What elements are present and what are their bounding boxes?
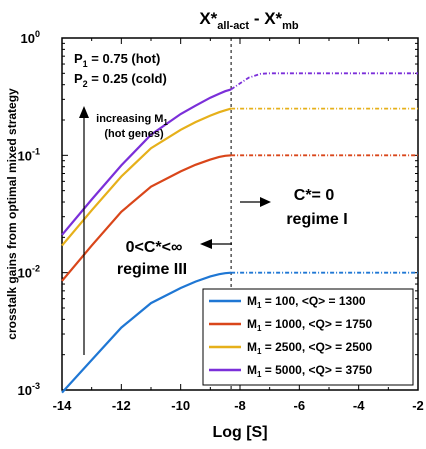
series-line-2 xyxy=(61,154,232,282)
annotation-p1: P1 = 0.75 (hot) xyxy=(74,51,160,69)
regime1-arrow-head xyxy=(260,197,271,207)
y-tick-label: 100 xyxy=(21,29,40,46)
arrow-label-line1: increasing M1 xyxy=(96,113,168,127)
x-tick-label: -2 xyxy=(412,398,424,413)
regime3-label-line1: 0<C*<∞ xyxy=(126,239,183,256)
regime1-label-line1: C*= 0 xyxy=(294,187,335,204)
x-tick-label: -10 xyxy=(171,398,190,413)
regime3-arrow-head xyxy=(200,239,212,249)
arrow-label-line2: (hot genes) xyxy=(104,128,164,140)
x-tick-label: -14 xyxy=(53,398,73,413)
axis-ticks xyxy=(61,37,419,391)
legend: M1 = 100, <Q> = 1300 M1 = 1000, <Q> = 175… xyxy=(202,288,414,386)
series-dashed-4 xyxy=(230,72,418,91)
series-line-1 xyxy=(61,271,232,394)
legend-label: M1 = 2500, <Q> = 2500 xyxy=(247,340,373,356)
y-tick-label: 10-3 xyxy=(18,381,40,398)
regime3-label-line2: regime III xyxy=(117,261,187,278)
increasing-arrow-head xyxy=(79,106,89,118)
x-tick-label: -12 xyxy=(112,398,131,413)
y-axis-label: crosstalk gains from optimal mixed strat… xyxy=(5,88,19,340)
series-line-4 xyxy=(61,88,232,236)
x-axis-label: Log [S] xyxy=(212,424,267,441)
legend-label: M1 = 1000, <Q> = 1750 xyxy=(247,317,373,333)
y-tick-label: 10-2 xyxy=(18,264,40,281)
series-group xyxy=(61,72,418,394)
legend-label: M1 = 5000, <Q> = 3750 xyxy=(247,363,373,379)
axis-tick-labels: -14 -12 -10 -8 -6 -4 -2 10-3 10-2 10-1 100 xyxy=(18,29,424,413)
regime1-label-line2: regime I xyxy=(286,211,347,228)
y-tick-label: 10-1 xyxy=(18,146,40,163)
legend-label: M1 = 100, <Q> = 1300 xyxy=(247,294,366,310)
x-tick-label: -8 xyxy=(234,398,246,413)
annotation-p2: P2 = 0.25 (cold) xyxy=(74,71,167,89)
chart-title: X*all-act - X*mb xyxy=(199,9,299,32)
series-line-3 xyxy=(61,107,232,247)
x-tick-label: -6 xyxy=(294,398,306,413)
x-tick-label: -4 xyxy=(353,398,365,413)
